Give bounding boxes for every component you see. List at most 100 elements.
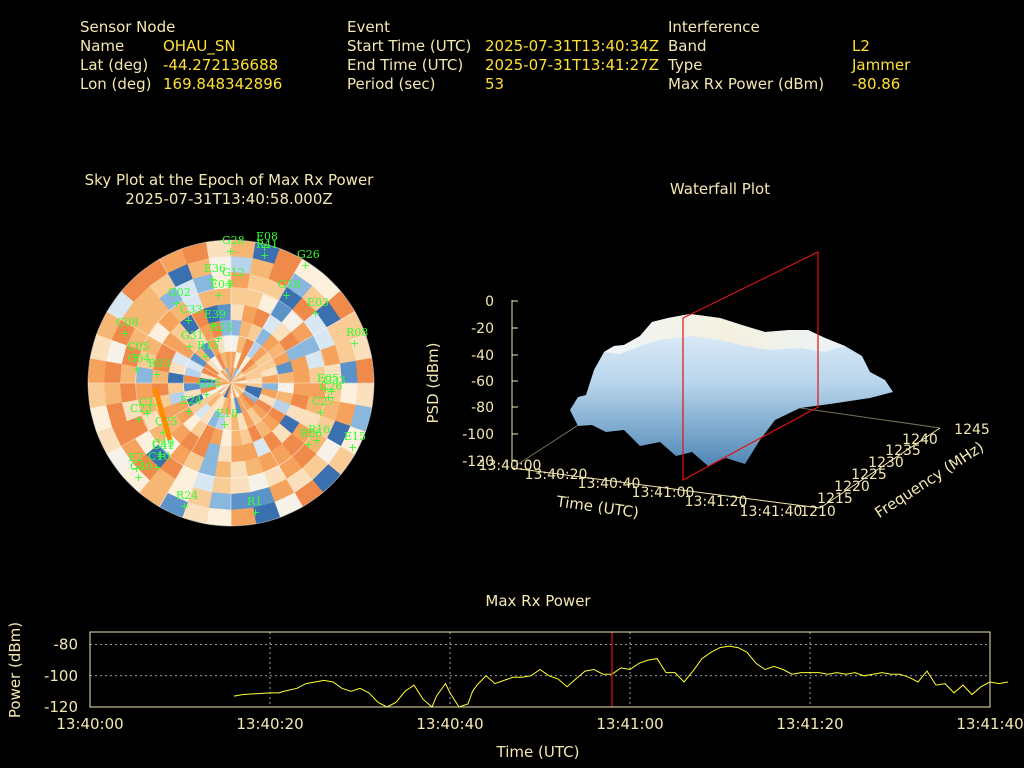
satellite-marker: +	[260, 249, 269, 262]
x-tick-label: 13:41:20	[776, 715, 843, 733]
sky-cell	[205, 240, 232, 259]
psd-axis-label: PSD (dBm)	[424, 342, 442, 423]
event-title: Event	[347, 18, 390, 36]
sky-cell	[230, 507, 257, 526]
satellite-marker: +	[202, 388, 211, 401]
satellite-label: G02	[168, 286, 191, 299]
band-value: L2	[852, 37, 870, 55]
x-tick-label: 13:40:40	[416, 715, 483, 733]
satellite-marker: +	[156, 448, 165, 461]
satellite-label: R16	[308, 423, 330, 436]
satellite-marker: +	[201, 350, 210, 363]
satellite-markers: G28+E08+R41+ G26+E36+G12+E04+G18+G02+ E03+…	[116, 230, 368, 519]
max-power-value: -80.86	[852, 75, 901, 93]
satellite-marker: +	[143, 407, 152, 420]
satellite-label: C40	[130, 460, 152, 473]
psd-tick: -120	[462, 454, 494, 470]
type-value: Jammer	[852, 56, 911, 74]
name-value: OHAU_SN	[163, 37, 236, 55]
azimuth-spoke	[235, 258, 303, 375]
sky-cell	[88, 382, 107, 409]
start-time-label: Start Time (UTC)	[347, 37, 472, 55]
psd-tick: 0	[485, 294, 494, 310]
power-series-line	[233, 645, 1009, 708]
satellite-label: C23	[130, 402, 152, 415]
satellite-label: E03	[307, 296, 329, 309]
y-tick-label: -80	[54, 636, 79, 654]
frequency-tick: 1220	[834, 479, 870, 495]
satellite-label: E39	[204, 308, 226, 321]
satellite-label: R23	[210, 321, 232, 334]
max-power-label: Max Rx Power (dBm)	[668, 75, 825, 93]
azimuth-spoke	[159, 258, 227, 375]
satellite-marker: +	[301, 259, 310, 272]
satellite-marker: +	[260, 241, 269, 254]
time-tick: 13:40:20	[525, 467, 588, 483]
satellite-label: C08	[116, 316, 138, 329]
satellite-marker: +	[208, 273, 217, 286]
satellite-label: C27	[312, 395, 334, 408]
satellite-marker: +	[172, 297, 181, 310]
frequency-tick: 1240	[902, 432, 938, 448]
satellite-label: G18	[278, 278, 301, 291]
satellite-label: R1	[247, 495, 262, 508]
time-tick: 13:40:00	[479, 458, 542, 474]
satellite-marker: +	[208, 319, 217, 332]
sky-cell	[355, 357, 374, 384]
psd-tick: -20	[471, 321, 494, 337]
lat-value: -44.272136688	[163, 56, 279, 74]
satellite-marker: +	[311, 307, 320, 320]
interference-title: Interference	[668, 18, 760, 36]
satellite-marker: +	[251, 506, 260, 519]
satellite-marker: +	[159, 426, 168, 439]
satellite-label: G26	[297, 248, 320, 261]
satellite-label: C41	[152, 439, 174, 452]
satellite-label: E24	[180, 394, 202, 407]
satellite-marker: +	[282, 289, 291, 302]
frequency-tick: 1215	[817, 491, 853, 507]
period-value: 53	[485, 75, 505, 93]
satellite-marker: +	[304, 438, 313, 451]
psd-surface	[570, 314, 893, 466]
satellite-marker: +	[348, 441, 357, 454]
waterfall-title: Waterfall Plot	[669, 180, 771, 198]
y-axis-label: Power (dBm)	[6, 622, 24, 718]
satellite-label: C33	[180, 303, 202, 316]
time-tick: 13:41:00	[632, 485, 695, 501]
satellite-label: R08	[346, 326, 368, 339]
frequency-axis	[819, 427, 941, 509]
satellite-marker: +	[327, 385, 336, 398]
satellite-label: G28	[222, 234, 245, 247]
x-tick-label: 13:41:00	[596, 715, 663, 733]
frequency-tick: 1210	[800, 504, 836, 520]
satellite-marker: +	[312, 434, 321, 447]
x-axis-label: Time (UTC)	[496, 743, 580, 761]
satellite-marker: +	[134, 413, 143, 426]
satellite-marker: +	[214, 332, 223, 345]
satellite-marker: +	[226, 277, 235, 290]
satellite-marker: +	[316, 406, 325, 419]
band-label: Band	[668, 37, 707, 55]
psd-tick: -40	[471, 348, 494, 364]
time-tick: 13:41:20	[685, 494, 748, 510]
time-tick: 13:41:40	[740, 504, 803, 520]
satellite-marker: +	[152, 368, 161, 381]
lat-label: Lat (deg)	[80, 56, 149, 74]
frequency-tick: 1230	[868, 455, 904, 471]
satellite-marker: +	[131, 351, 140, 364]
satellite-label: E2	[128, 451, 143, 464]
satellite-marker: +	[132, 462, 141, 475]
psd-tick: -80	[471, 400, 494, 416]
azimuth-spoke	[235, 391, 303, 508]
time-axis	[511, 467, 821, 509]
end-time-value: 2025-07-31T13:41:27Z	[485, 56, 659, 74]
satellite-marker: +	[180, 500, 189, 513]
lon-label: Lon (deg)	[80, 75, 152, 93]
satellite-label: G33	[323, 374, 346, 387]
y-tick-label: -120	[44, 698, 78, 716]
satellite-label: E08	[256, 230, 278, 243]
satellite-label: E05	[317, 372, 339, 385]
start-time-value: 2025-07-31T13:40:34Z	[485, 37, 659, 55]
